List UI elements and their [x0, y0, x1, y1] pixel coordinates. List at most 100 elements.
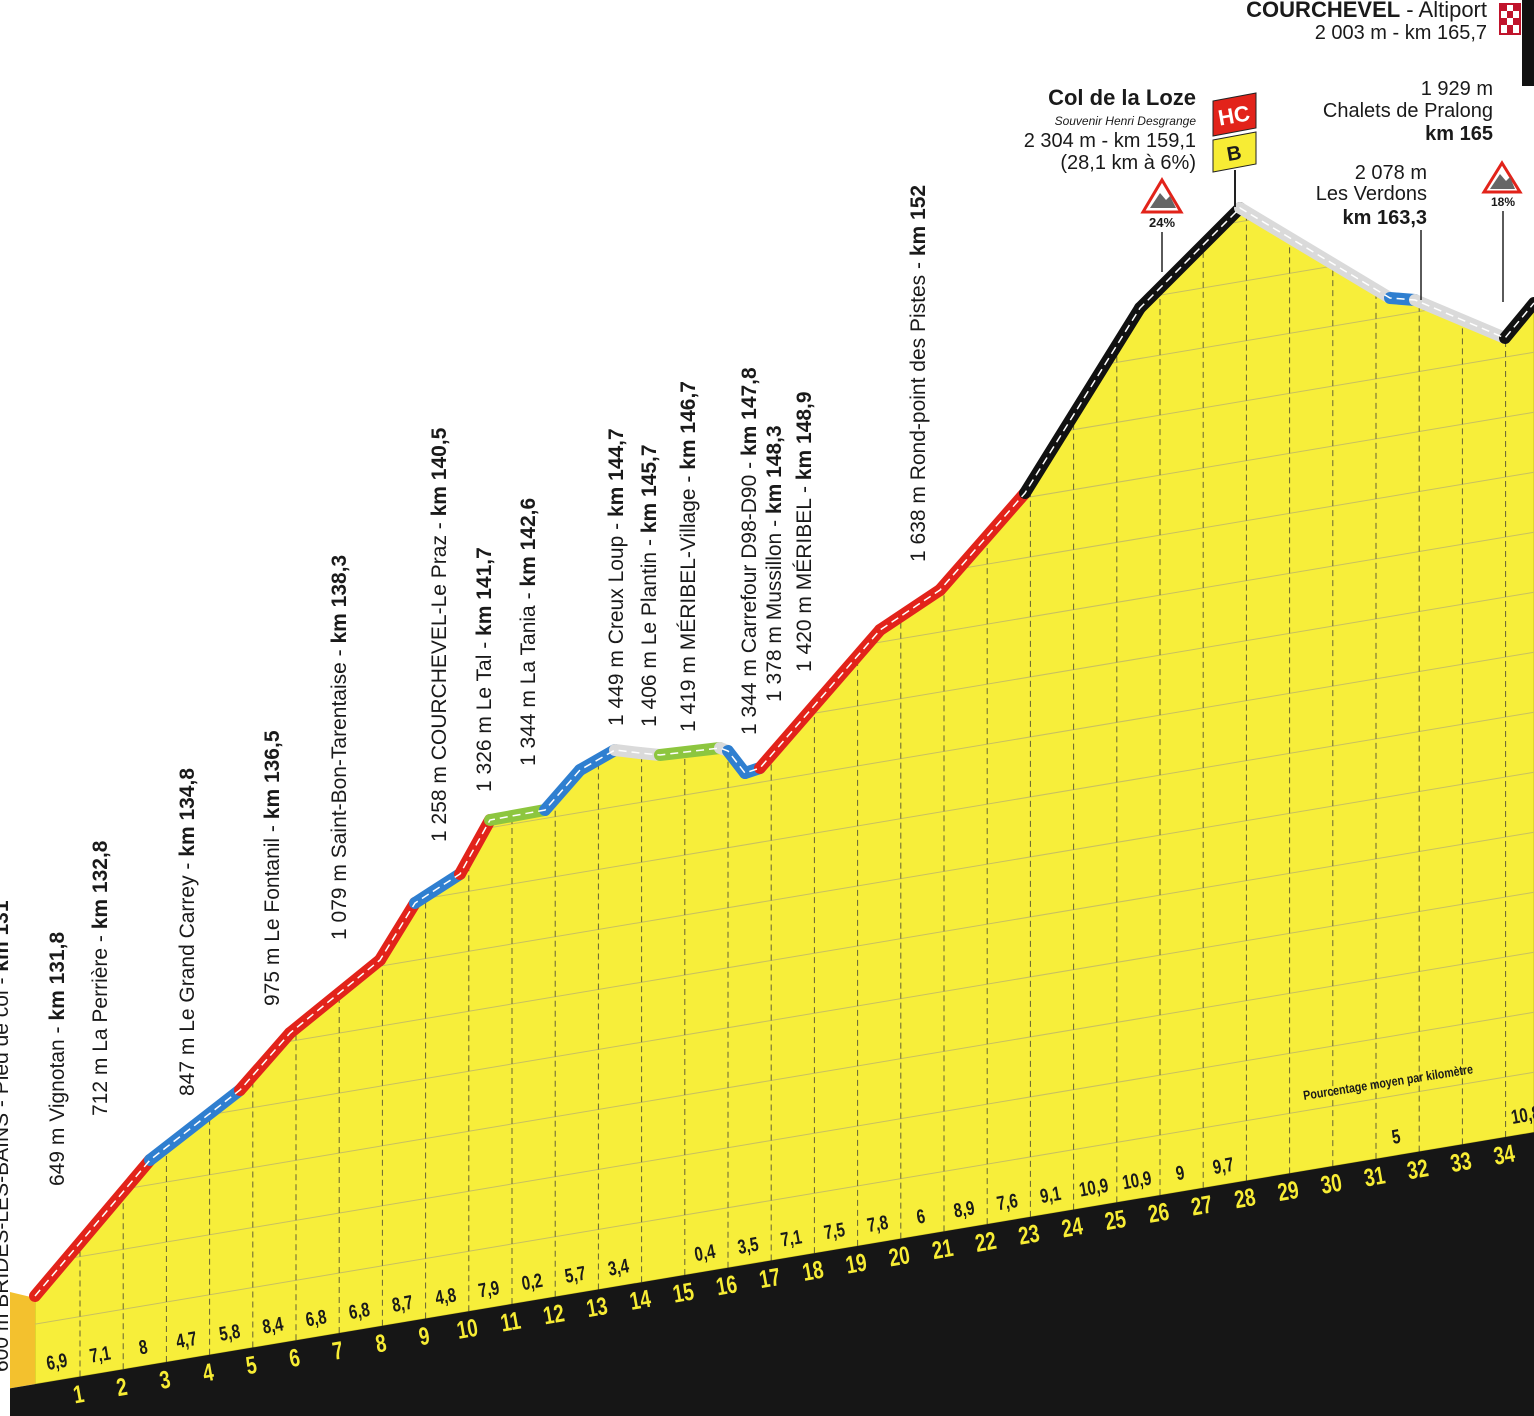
point-km: km 165 — [1425, 123, 1493, 145]
waypoint-label: 1 344 m Carrefour D98-D90 - km 147,8 — [738, 367, 761, 735]
waypoint-name: 847 m Le Grand Carrey - — [176, 857, 199, 1096]
km-marker: 33 — [1448, 1146, 1473, 1177]
road-centre — [34, 207, 1534, 1297]
finish-label: COURCHEVEL - Altiport — [1246, 0, 1487, 22]
gradient-label: 3,5 — [736, 1232, 761, 1258]
bonus-badge — [1212, 131, 1257, 173]
finish-suffix: - Altiport — [1400, 0, 1487, 22]
category-badge — [1212, 92, 1257, 137]
gradient-label: 9,1 — [1038, 1182, 1063, 1208]
gradient-label: 7,9 — [477, 1276, 502, 1302]
point-km: km 163,3 — [1342, 207, 1427, 229]
gradient-label: 8,4 — [261, 1312, 286, 1338]
km-marker: 20 — [887, 1241, 912, 1272]
gradient-label: 8,7 — [390, 1291, 415, 1317]
waypoint-label: 1 449 m Creux Loup - km 144,7 — [605, 428, 628, 726]
waypoint-name: 1 419 m MÉRIBEL-Village - — [677, 470, 700, 732]
summit-climb: (28,1 km à 6%) — [1060, 152, 1196, 174]
summit-subtitle: Souvenir Henri Desgrange — [1055, 114, 1197, 128]
waypoint-km: km 132,8 — [89, 840, 112, 929]
waypoint-name: 712 m La Perrière - — [89, 929, 112, 1116]
summit-details: 2 304 m - km 159,1 — [1024, 130, 1196, 152]
km-marker: 13 — [584, 1291, 609, 1322]
finish-flag — [1499, 3, 1521, 35]
km-marker: 5 — [244, 1350, 259, 1380]
waypoint-km: km 134,8 — [176, 768, 199, 857]
waypoint-km: km 141,7 — [473, 547, 496, 636]
km-marker: 12 — [541, 1299, 566, 1330]
waypoint-label: 1 258 m COURCHEVEL-Le Praz - km 140,5 — [428, 427, 451, 842]
gradient-label: 6 — [915, 1205, 927, 1229]
km-marker: 7 — [330, 1336, 345, 1366]
gradient-label: 5,8 — [217, 1320, 242, 1346]
gradient-label: 5,7 — [563, 1262, 588, 1288]
waypoint-name: 975 m Le Fontanil - — [261, 819, 284, 1006]
gradient-label: 8 — [137, 1335, 149, 1359]
km-marker: 16 — [714, 1270, 739, 1301]
waypoint-label: 1 406 m Le Plantin - km 145,7 — [638, 444, 661, 727]
km-marker: 26 — [1146, 1197, 1171, 1228]
km-marker: 25 — [1103, 1204, 1128, 1235]
label-layer: 1 2 3 4 5 6 7 8 9 10 11 12 13 14 15 16 17 18 19 20 21 22 23 24 2… — [0, 185, 1534, 1409]
waypoint-name: 649 m Vignotan - — [46, 1021, 69, 1186]
start-block — [10, 1292, 35, 1389]
km-marker: 1 — [71, 1379, 86, 1409]
gradient-label: 9 — [1174, 1161, 1186, 1185]
waypoint-label: 1 344 m La Tania - km 142,6 — [517, 498, 540, 766]
waypoint-name: 1 420 m MÉRIBEL - — [793, 480, 816, 672]
waypoint-name: 1 344 m Carrefour D98-D90 - — [738, 456, 761, 735]
edge-bar — [1522, 0, 1534, 86]
gradient-label: 0,2 — [520, 1269, 545, 1295]
gradient-label: 9,7 — [1211, 1153, 1236, 1179]
waypoint-km: km 131 — [0, 900, 13, 972]
gradient-label: 7,6 — [995, 1189, 1020, 1215]
gradient-label: 6,9 — [45, 1349, 70, 1375]
waypoint-name: 1 258 m COURCHEVEL-Le Praz - — [428, 516, 451, 842]
km-marker: 15 — [671, 1277, 696, 1308]
km-marker: 17 — [757, 1262, 782, 1293]
waypoint-km: km 140,5 — [428, 427, 451, 516]
km-marker: 30 — [1319, 1168, 1344, 1199]
waypoint-label: 975 m Le Fontanil - km 136,5 — [261, 730, 284, 1006]
waypoint-name: 1 326 m Le Tal - — [473, 636, 496, 792]
point-name: Chalets de Pralong — [1323, 100, 1493, 122]
waypoint-km: km 131,8 — [46, 932, 69, 1021]
km-marker: 27 — [1189, 1190, 1214, 1221]
km-band — [10, 1132, 1534, 1416]
waypoint-label: 1 638 m Rond-point des Pistes - km 152 — [907, 185, 930, 562]
warning-icon — [1150, 193, 1176, 208]
grid-line — [35, 1071, 1534, 1331]
km-marker: 3 — [157, 1365, 172, 1395]
grid-line — [35, 891, 1534, 1151]
gradient-label: 7,1 — [779, 1225, 804, 1251]
bonus-text: B — [1225, 142, 1243, 166]
km-marker: 31 — [1362, 1161, 1387, 1192]
km-marker: 9 — [417, 1321, 432, 1351]
summit-name: Col de la Loze — [1048, 85, 1196, 110]
gradient-label: 4,8 — [433, 1283, 458, 1309]
gradient-label: 7,1 — [88, 1341, 113, 1367]
waypoint-km: km 142,6 — [517, 498, 540, 587]
waypoint-label: 1 079 m Saint-Bon-Tarentaise - km 138,3 — [328, 555, 351, 940]
max-gradient: 18% — [1491, 195, 1515, 209]
gradient-label: 3,4 — [606, 1254, 631, 1280]
grid-line — [35, 1011, 1534, 1271]
category-text: HC — [1216, 100, 1252, 130]
km-marker: 11 — [498, 1306, 522, 1337]
gradient-label: 0,4 — [693, 1240, 718, 1266]
km-marker: 18 — [800, 1255, 825, 1286]
waypoint-label: 1 420 m MÉRIBEL - km 148,9 — [793, 391, 816, 672]
gradient-label: 7,5 — [822, 1218, 847, 1244]
waypoint-label: 1 326 m Le Tal - km 141,7 — [473, 547, 496, 792]
waypoint-name: 1 406 m Le Plantin - — [638, 533, 661, 727]
km-marker: 22 — [973, 1226, 998, 1257]
waypoint-label: 847 m Le Grand Carrey - km 134,8 — [176, 768, 199, 1096]
km-marker: 2 — [114, 1372, 129, 1402]
waypoint-label: 712 m La Perrière - km 132,8 — [89, 840, 112, 1116]
waypoint-name: 1 638 m Rond-point des Pistes - — [907, 256, 930, 562]
waypoint-name: 600 m BRIDES-LES-BAINS - Pied de col - — [0, 972, 13, 1372]
waypoint-km: km 148,9 — [793, 391, 816, 480]
